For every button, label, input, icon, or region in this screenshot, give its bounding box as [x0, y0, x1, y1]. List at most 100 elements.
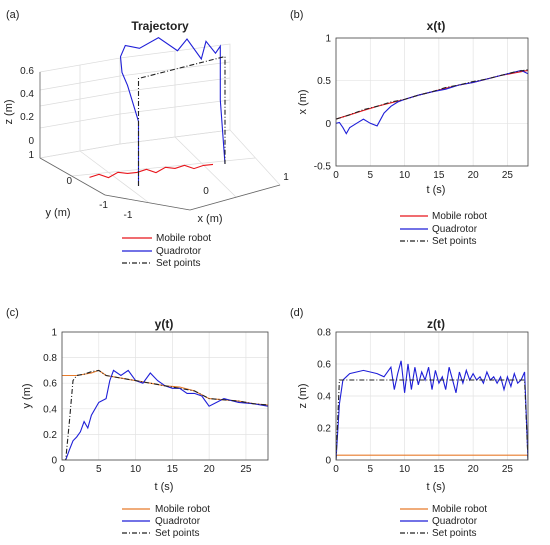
legend-label: Set points	[155, 528, 199, 539]
series-line-quadrotor	[336, 360, 528, 460]
y-tick-label: 0.2	[317, 424, 331, 435]
panel-b-plot: 0 5 10 15 20 25-0.500.51	[314, 34, 529, 181]
x-tick-label: 10	[130, 464, 142, 475]
panel-a-ztick: 0.2	[20, 112, 34, 123]
panel-a-label: (a)	[6, 9, 19, 21]
panel-b-title: x(t)	[427, 19, 446, 33]
series-line-set-points	[62, 369, 268, 460]
y-tick-label: 0.6	[43, 379, 57, 390]
panel-c-xlabel: t (s)	[155, 481, 174, 493]
x-tick-label: 20	[468, 170, 480, 181]
x-tick-label: 15	[433, 170, 445, 181]
y-tick-label: 0.6	[317, 360, 331, 371]
x-tick-label: 5	[368, 170, 374, 181]
panel-c-legend: Mobile robot Quadrotor Set points	[122, 504, 210, 539]
legend-label: Set points	[432, 528, 476, 539]
panel-d-ylabel: z (m)	[297, 383, 309, 408]
panel-a-xlabel: x (m)	[197, 213, 222, 225]
panel-d-label: (d)	[290, 307, 303, 319]
panel-a-ztick: 0.6	[20, 66, 34, 77]
y-tick-label: 0	[51, 456, 57, 467]
series-line-quadrotor	[62, 369, 268, 460]
panel-b-legend: Mobile robot Quadrotor Set points	[400, 211, 487, 247]
x-tick-label: 25	[502, 170, 514, 181]
legend-label: Mobile robot	[432, 504, 487, 515]
y-tick-label: 0.8	[317, 328, 331, 339]
panel-b-x-of-t: (b) x(t) 0 5 10 15 20 25-0.500.51 t (s) x (m)…	[290, 9, 529, 247]
plot-frame	[335, 331, 529, 461]
panel-d-legend: Mobile robot Quadrotor Set points	[400, 504, 487, 539]
series-line-set-points	[336, 69, 528, 120]
plot-area	[62, 332, 268, 460]
y-tick-label: 0.8	[43, 353, 57, 364]
legend-label: Quadrotor	[155, 516, 201, 527]
panel-c-label: (c)	[6, 307, 19, 319]
series-line-mobile-robot	[89, 163, 214, 179]
panel-a-zlabel: z (m)	[3, 99, 15, 124]
series-line-quadrotor	[119, 37, 226, 186]
legend-label: Quadrotor	[432, 224, 478, 235]
panel-d-plot: 0 5 10 15 20 25 0 0.2 0.4 0.6 0.8	[317, 328, 529, 475]
x-tick-label: 25	[240, 464, 252, 475]
panel-a-ytick: 0	[66, 176, 72, 187]
y-tick-label: 1	[51, 328, 57, 339]
panel-b-label: (b)	[290, 9, 303, 21]
y-tick-label: 0	[325, 456, 331, 467]
panel-a-trajectory: (a) Trajectory	[3, 9, 289, 269]
panel-a-xtick: -1	[124, 210, 133, 221]
panel-a-ylabel: y (m)	[45, 207, 70, 219]
legend-label: Set points	[156, 258, 200, 269]
panel-a-ytick: 1	[28, 150, 34, 161]
panel-a-ytick: -1	[99, 200, 108, 211]
x-tick-label: 15	[433, 464, 445, 475]
panel-b-xlabel: t (s)	[427, 184, 446, 196]
y-tick-label: 0.4	[43, 404, 57, 415]
x-tick-label: 10	[399, 464, 411, 475]
plot-area	[336, 38, 528, 166]
panel-d-title: z(t)	[427, 317, 445, 331]
x-tick-label: 10	[399, 170, 411, 181]
y-tick-label: 0.4	[317, 392, 331, 403]
x-tick-label: 0	[333, 464, 339, 475]
panel-a-axes	[39, 72, 281, 211]
panel-d-xlabel: t (s)	[427, 481, 446, 493]
x-tick-label: 0	[333, 170, 339, 181]
x-tick-label: 20	[204, 464, 216, 475]
y-tick-label: 0.2	[43, 430, 57, 441]
legend-label: Quadrotor	[156, 246, 202, 257]
legend-label: Mobile robot	[155, 504, 210, 515]
panel-a-xtick: 1	[283, 172, 289, 183]
x-tick-label: 25	[502, 464, 514, 475]
series-line-set-points	[137, 55, 226, 186]
legend-label: Mobile robot	[432, 211, 487, 222]
x-tick-label: 20	[468, 464, 480, 475]
panel-a-ztick: 0.4	[20, 89, 34, 100]
plot-frame	[335, 37, 529, 167]
panel-c-title: y(t)	[155, 317, 174, 331]
x-tick-label: 5	[96, 464, 102, 475]
panel-a-title: Trajectory	[131, 19, 189, 33]
y-tick-label: 0.5	[317, 76, 331, 87]
y-tick-label: 1	[325, 34, 331, 45]
panel-b-ylabel: x (m)	[297, 89, 309, 114]
y-tick-label: 0	[325, 119, 331, 130]
panel-c-ylabel: y (m)	[21, 383, 33, 408]
legend-label: Mobile robot	[156, 233, 211, 244]
panel-a-plot	[89, 37, 226, 186]
legend-label: Quadrotor	[432, 516, 478, 527]
legend-label: Set points	[432, 236, 476, 247]
plot-frame	[61, 331, 269, 461]
panel-a-xtick: 0	[203, 186, 209, 197]
panel-a-legend: Mobile robot Quadrotor Set points	[122, 233, 211, 269]
panel-c-plot: 0 5 10 15 20 25 0 0.2 0.4 0.6 0.8 1	[43, 328, 269, 475]
panel-a-ztick: 0	[28, 136, 34, 147]
panel-a-grid	[38, 43, 281, 211]
x-tick-label: 5	[368, 464, 374, 475]
y-tick-label: -0.5	[314, 162, 332, 173]
x-tick-label: 0	[59, 464, 65, 475]
x-tick-label: 15	[167, 464, 179, 475]
series-line-set-points	[336, 379, 528, 460]
panel-d-z-of-t: (d) z(t) 0 5 10 15 20 25 0 0.2 0.4 0.6 0.8 t (s) z…	[290, 307, 529, 539]
